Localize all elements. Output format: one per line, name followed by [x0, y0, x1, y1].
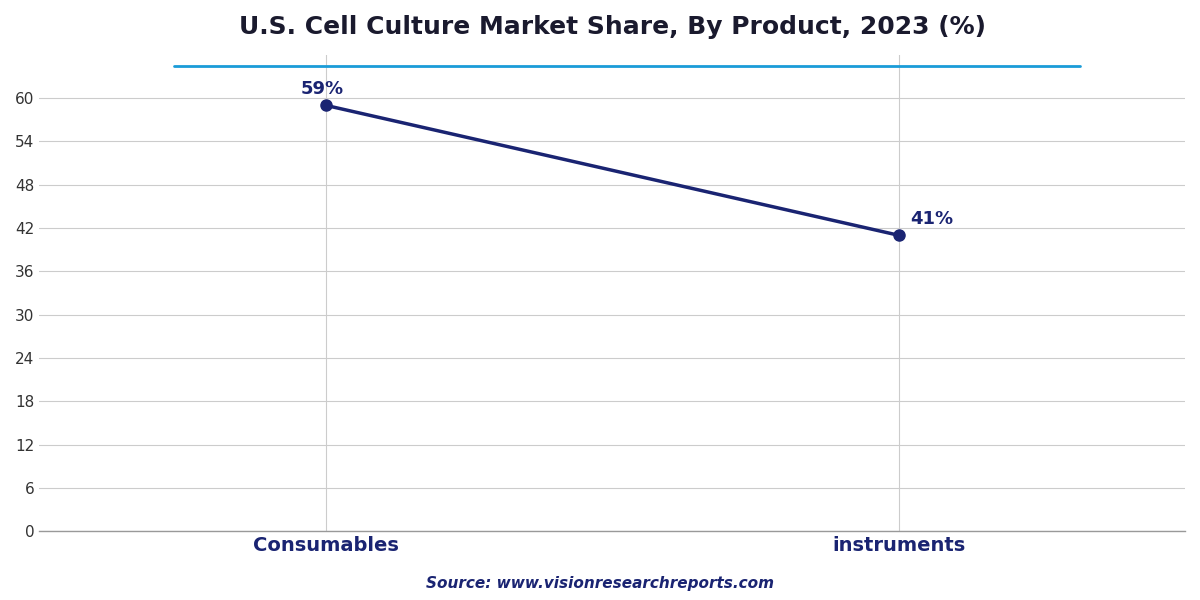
Title: U.S. Cell Culture Market Share, By Product, 2023 (%): U.S. Cell Culture Market Share, By Produ…	[239, 15, 985, 39]
Text: 59%: 59%	[301, 80, 344, 98]
Text: 41%: 41%	[910, 210, 953, 228]
Text: Source: www.visionresearchreports.com: Source: www.visionresearchreports.com	[426, 576, 774, 591]
